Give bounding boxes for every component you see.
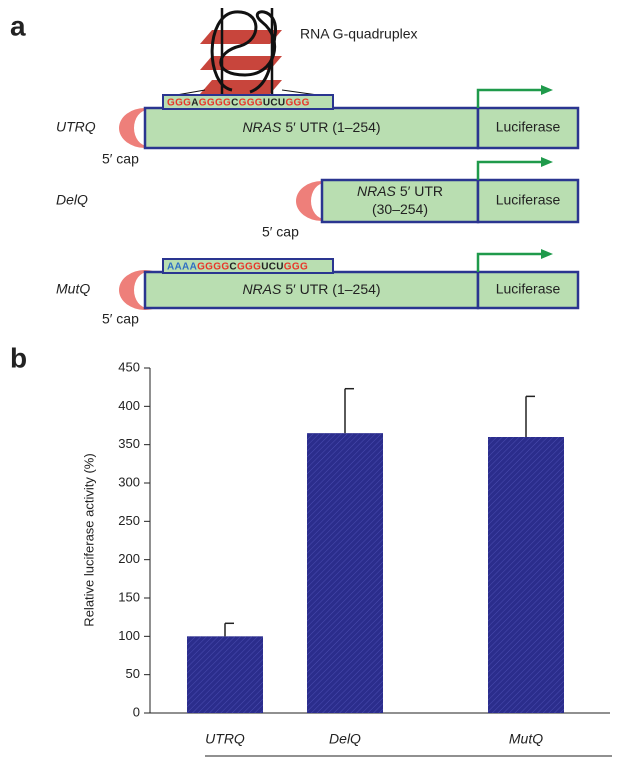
sequence-part: GGGG: [199, 97, 231, 108]
y-tick-label: 0: [133, 704, 140, 719]
gene-name: NRAS: [242, 281, 282, 297]
region-label: NRAS 5′ UTR (1–254): [242, 119, 380, 135]
construct-name: DelQ: [56, 192, 88, 208]
gene-name: NRAS: [357, 183, 397, 199]
region-text: 5′ UTR (1–254): [285, 119, 380, 135]
y-tick-label: 250: [118, 513, 140, 528]
x-tick-label: DelQ: [329, 731, 361, 747]
region-text: (30–254): [372, 201, 428, 217]
bar-hatch: [307, 433, 383, 713]
sequence-part: UCU: [263, 97, 286, 108]
bar-hatch: [488, 437, 564, 713]
reporter-box: [476, 178, 580, 224]
y-tick-label: 200: [118, 551, 140, 566]
y-tick-label: 50: [126, 666, 140, 681]
arrow-head: [541, 249, 553, 259]
x-tick-label: UTRQ: [205, 731, 245, 747]
g-quadruplex-icon: [164, 8, 333, 98]
sequence-part: C: [229, 261, 237, 272]
arrow-head: [541, 157, 553, 167]
y-tick-label: 350: [118, 436, 140, 451]
y-tick-label: 400: [118, 398, 140, 413]
start-arrow: [476, 252, 543, 272]
y-tick-label: 300: [118, 474, 140, 489]
reporter-label: Luciferase: [496, 281, 561, 297]
sequence: GGGAGGGGCGGGUCUGGG: [167, 97, 310, 108]
reporter-box: [476, 106, 580, 150]
sequence-part: GGGG: [197, 261, 229, 272]
sequence-part: GGG: [239, 97, 263, 108]
bar-hatch: [187, 636, 263, 713]
sequence-part: A: [191, 97, 199, 108]
sequence-box: [162, 94, 334, 110]
region-text: 5′ UTR (1–254): [285, 281, 380, 297]
reporter-label: Luciferase: [496, 119, 561, 135]
x-tick-label: MutQ: [509, 731, 543, 747]
utr-box: [143, 270, 480, 310]
region-label: NRAS 5′ UTR (1–254): [242, 281, 380, 297]
region-label: NRAS 5′ UTR: [357, 183, 443, 199]
y-tick-label: 450: [118, 359, 140, 374]
sequence-part: GGG: [167, 97, 191, 108]
panel-label: a: [10, 10, 26, 41]
sequence-part: GGG: [284, 261, 308, 272]
panel-label: b: [10, 342, 27, 373]
sequence-box: [162, 258, 334, 274]
y-tick-label: 100: [118, 628, 140, 643]
utr-box: [320, 178, 480, 224]
reporter-box: [476, 270, 580, 310]
sequence: AAAAGGGGCGGGUCUGGG: [167, 261, 308, 272]
cap-label: 5′ cap: [262, 224, 299, 240]
y-tick-label: 150: [118, 589, 140, 604]
region-label: (30–254): [372, 201, 428, 217]
gene-name: NRAS: [242, 119, 282, 135]
start-arrow: [476, 88, 543, 108]
region-text: 5′ UTR: [400, 183, 443, 199]
cap-label: 5′ cap: [102, 151, 139, 167]
construct-name: MutQ: [56, 281, 90, 297]
cap-label: 5′ cap: [102, 311, 139, 327]
arrow-head: [541, 85, 553, 95]
start-arrow: [476, 160, 543, 180]
sequence-part: GGG: [285, 97, 309, 108]
structure-label: RNA G-quadruplex: [300, 26, 418, 42]
y-axis-label: Relative luciferase activity (%): [81, 453, 96, 626]
construct-name: UTRQ: [56, 119, 96, 135]
reporter-label: Luciferase: [496, 192, 561, 208]
sequence-part: C: [231, 97, 239, 108]
sequence-part: AAAA: [167, 261, 197, 272]
sequence-part: UCU: [261, 261, 284, 272]
sequence-part: GGG: [237, 261, 261, 272]
